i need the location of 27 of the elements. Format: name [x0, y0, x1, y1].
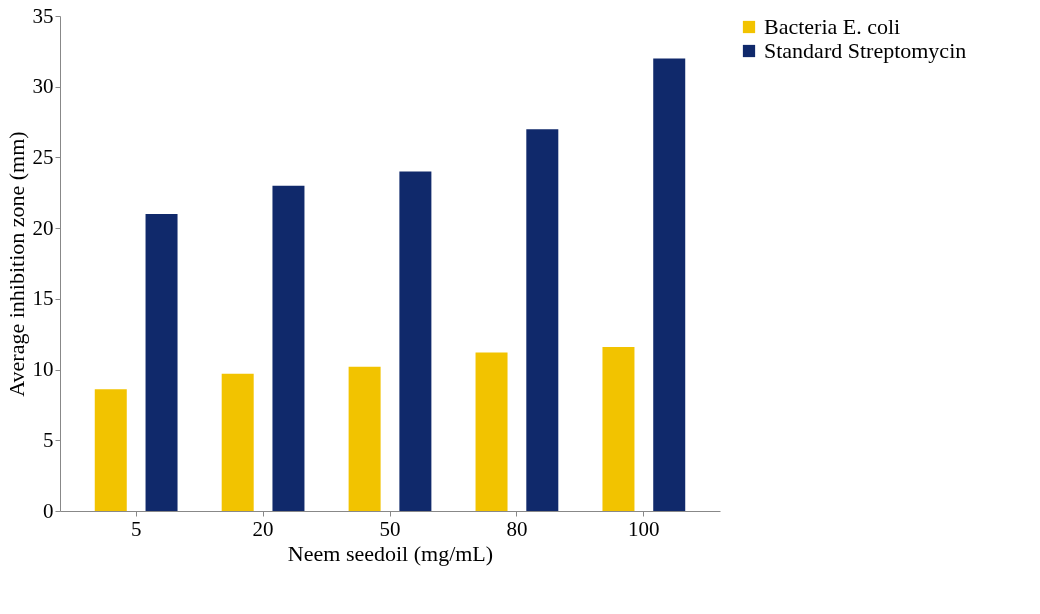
- bar: [145, 214, 178, 511]
- bar: [94, 389, 127, 511]
- bar: [653, 58, 686, 511]
- x-tick-label: 5: [130, 516, 142, 541]
- bar: [221, 373, 254, 511]
- bar: [272, 185, 305, 511]
- y-tick-label: 25: [32, 144, 54, 169]
- bar: [475, 352, 508, 511]
- y-tick-label: 0: [43, 498, 54, 523]
- y-tick-label: 10: [32, 357, 54, 382]
- x-tick-label: 50: [379, 516, 401, 541]
- x-axis-title: Neem seedoil (mg/mL): [287, 540, 494, 566]
- legend-label: Standard Streptomycin: [764, 38, 967, 63]
- legend-label: Bacteria E. coli: [764, 14, 901, 39]
- bar: [526, 129, 559, 511]
- y-axis-title: Average inhibition zone (mm): [3, 131, 29, 397]
- y-tick-label: 15: [32, 286, 54, 311]
- x-tick-label: 20: [252, 516, 274, 541]
- bar: [399, 171, 432, 511]
- y-tick-label: 20: [32, 215, 54, 240]
- x-tick-label: 100: [628, 516, 660, 541]
- y-tick-label: 35: [32, 3, 54, 28]
- y-tick-label: 5: [43, 427, 54, 452]
- x-tick-label: 80: [506, 516, 528, 541]
- bar: [602, 346, 635, 511]
- bar: [348, 366, 381, 511]
- y-tick-label: 30: [32, 74, 54, 99]
